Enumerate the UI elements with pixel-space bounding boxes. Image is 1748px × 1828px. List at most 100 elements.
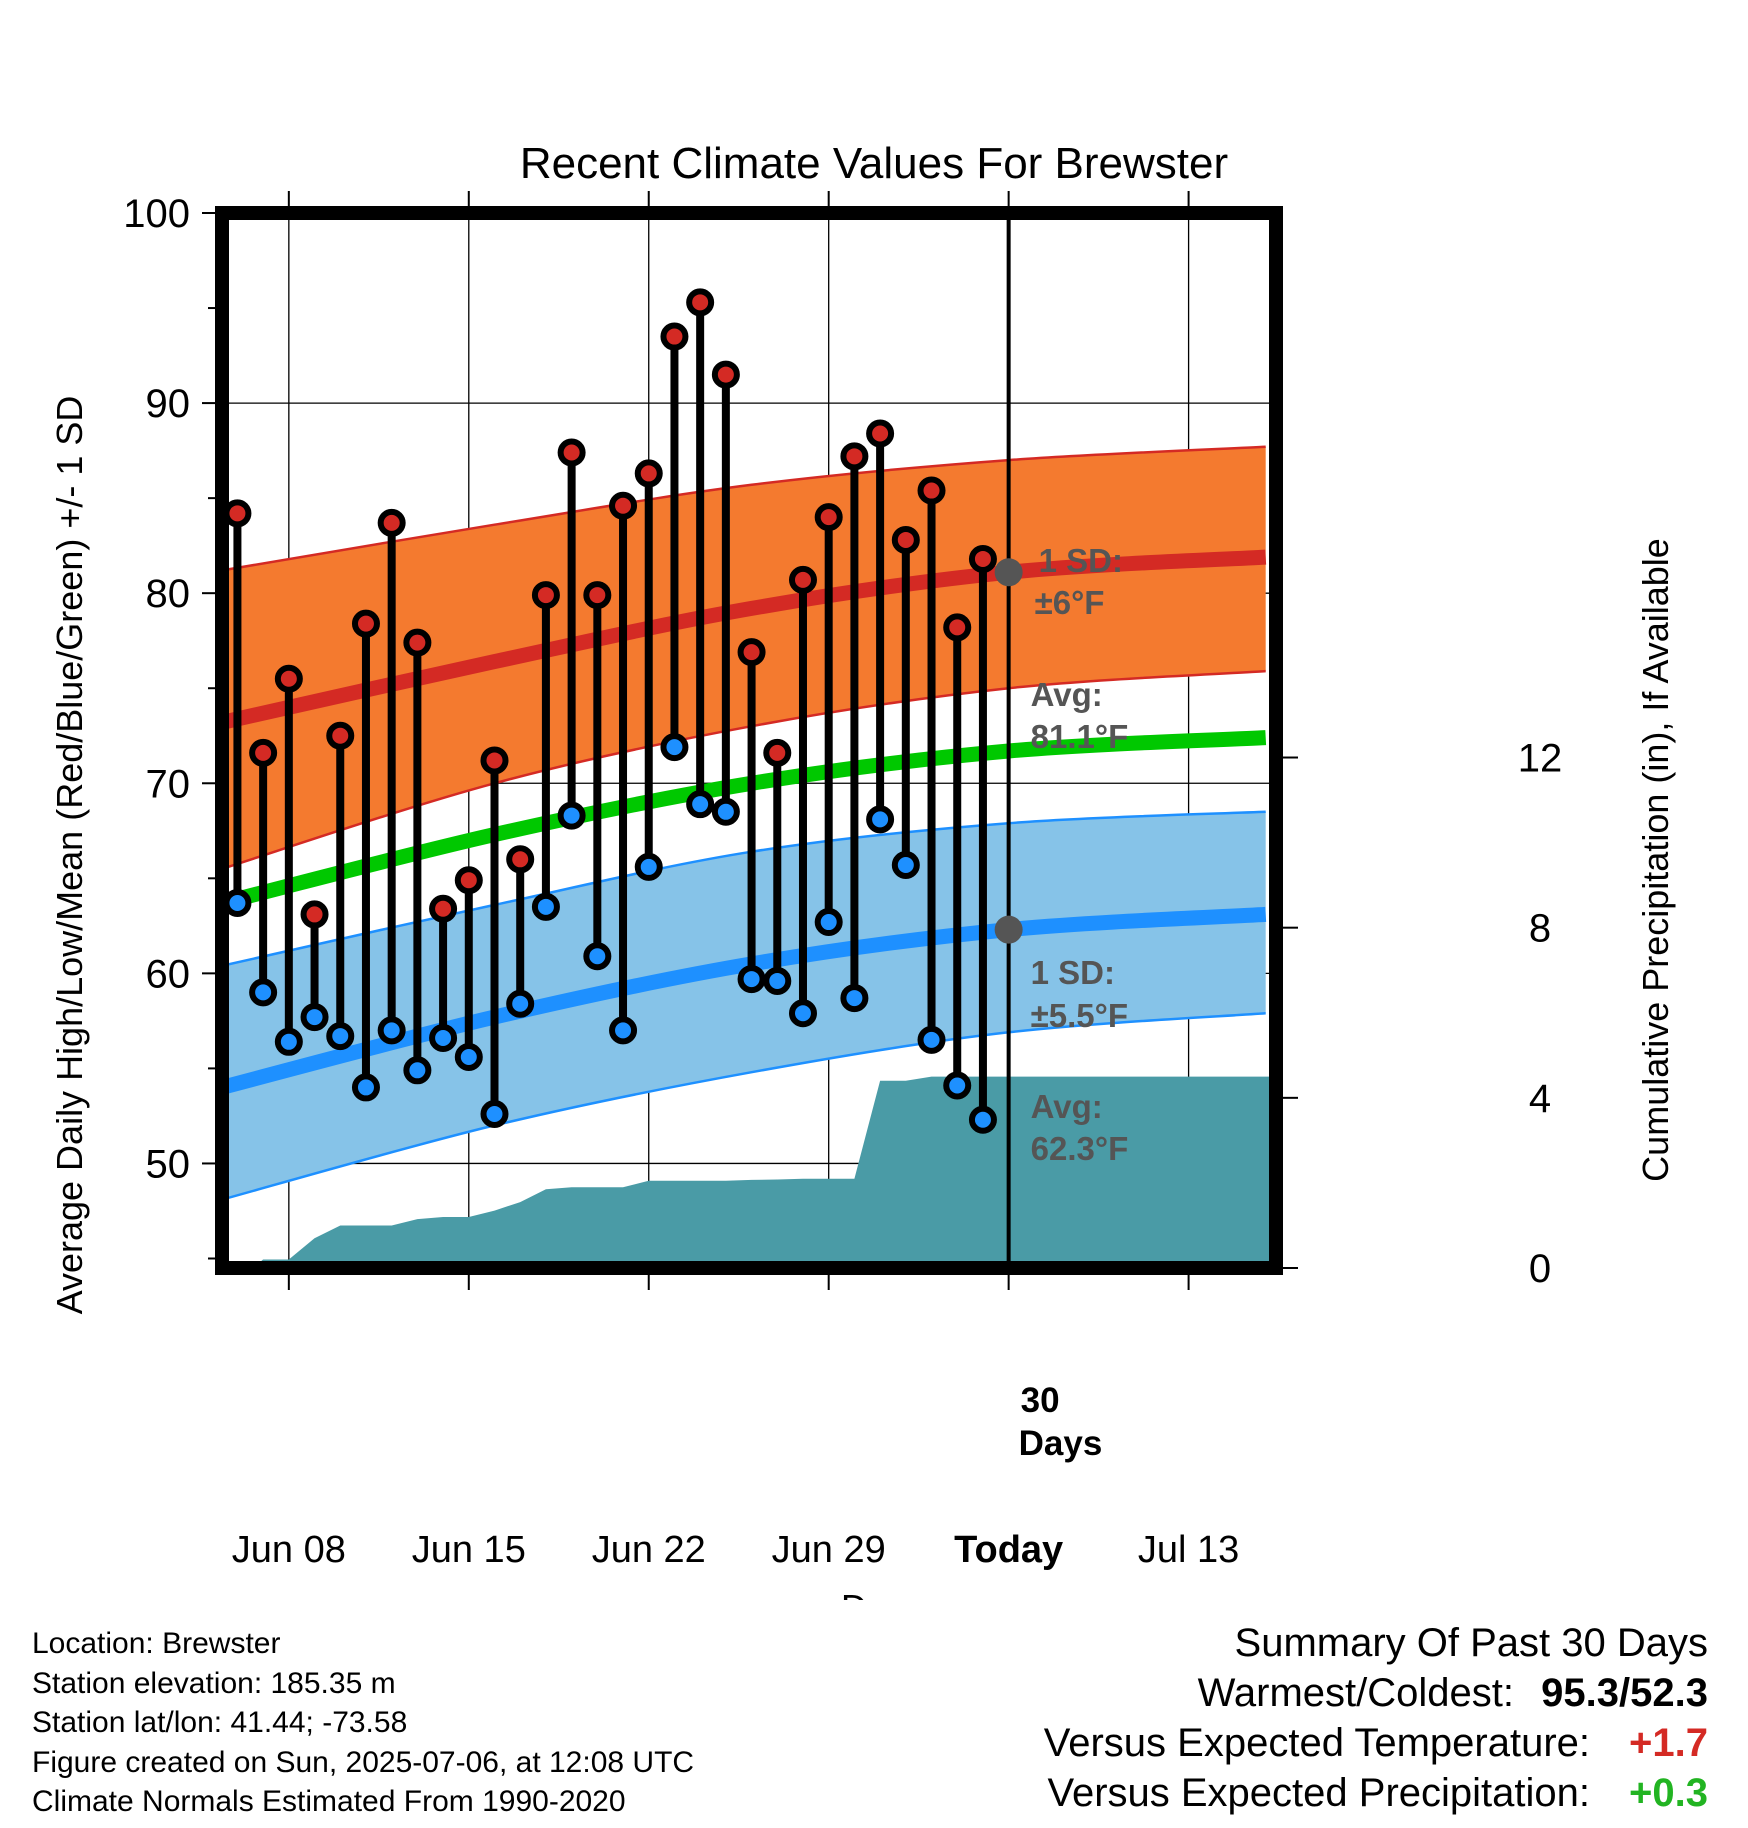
daily-low-point bbox=[429, 1023, 458, 1052]
elevation-text: Station elevation: 185.35 m bbox=[32, 1666, 396, 1700]
daily-high-point bbox=[531, 581, 560, 610]
daily-low-point bbox=[403, 1056, 432, 1085]
today-low-avg-marker bbox=[994, 915, 1023, 944]
daily-high-point bbox=[634, 459, 663, 488]
daily-low-point bbox=[377, 1016, 406, 1045]
daily-high-point bbox=[866, 419, 895, 448]
warm-cold-separator: / bbox=[1619, 1671, 1631, 1715]
y-tick-label: 90 bbox=[146, 382, 191, 426]
y2-tick-label: 8 bbox=[1529, 907, 1551, 951]
temp-label: Versus Expected Temperature: bbox=[1043, 1721, 1590, 1765]
x-axis-label: Day bbox=[841, 1587, 905, 1600]
daily-low-point bbox=[737, 965, 766, 994]
y-tick-label: 80 bbox=[146, 572, 191, 616]
daily-high-point bbox=[917, 476, 946, 505]
daily-high-point bbox=[840, 442, 869, 471]
summary-panel: Summary Of Past 30 Days Warmest/Coldest:… bbox=[1044, 1618, 1708, 1818]
temp-row: Versus Expected Temperature: +1.7 bbox=[1044, 1718, 1708, 1768]
warm-cold-label: Warmest/Coldest: bbox=[1197, 1671, 1514, 1715]
today-high-avg-marker bbox=[994, 558, 1023, 587]
low-band-lower-edge bbox=[222, 1012, 1266, 1201]
normals-text: Climate Normals Estimated From 1990-2020 bbox=[32, 1785, 626, 1818]
high-avg-line bbox=[222, 549, 1267, 730]
daily-low-point bbox=[249, 978, 278, 1007]
daily-high-point bbox=[968, 544, 997, 573]
temp-value: +1.7 bbox=[1629, 1721, 1708, 1765]
high-avg-label: Avg: bbox=[1031, 676, 1103, 713]
high-sd-value: ±6°F bbox=[1035, 584, 1105, 621]
daily-high-point bbox=[403, 628, 432, 657]
daily-high-point bbox=[763, 738, 792, 767]
y2-axis-label: Cumulative Precipitation (in), If Availa… bbox=[1635, 538, 1676, 1182]
daily-high-point bbox=[454, 866, 483, 895]
daily-low-point bbox=[788, 999, 817, 1028]
x-tick-label: Jun 22 bbox=[592, 1529, 706, 1571]
plot-frame bbox=[215, 206, 1283, 1275]
daily-high-point bbox=[891, 525, 920, 554]
daily-high-point bbox=[660, 322, 689, 351]
warmest-value: 95.3 bbox=[1541, 1671, 1620, 1715]
daily-high-point bbox=[711, 360, 740, 389]
daily-low-point bbox=[711, 797, 740, 826]
low-sd-label: 1 SD: bbox=[1031, 954, 1115, 991]
daily-high-point bbox=[557, 438, 586, 467]
y-tick-label: 50 bbox=[146, 1142, 191, 1186]
daily-high-point bbox=[377, 508, 406, 537]
daily-low-point bbox=[300, 1003, 329, 1032]
created-text: Figure created on Sun, 2025-07-06, at 12… bbox=[32, 1745, 695, 1779]
x-tick-label: Today bbox=[954, 1529, 1063, 1571]
daily-low-point bbox=[814, 908, 843, 937]
summary-title: Summary Of Past 30 Days bbox=[1234, 1621, 1708, 1665]
daily-high-point bbox=[814, 503, 843, 532]
x-tick-label: Jul 13 bbox=[1138, 1529, 1239, 1571]
daily-low-point bbox=[531, 892, 560, 921]
station-info: Location: Brewster Station elevation: 18… bbox=[32, 1624, 694, 1822]
precip-area bbox=[222, 1076, 1276, 1268]
precip-label: Versus Expected Precipitation: bbox=[1047, 1771, 1590, 1815]
y-axis-label: Average Daily High/Low/Mean (Red/Blue/Gr… bbox=[49, 396, 90, 1315]
high-sd-label: 1 SD: bbox=[1039, 542, 1123, 579]
y-tick-label: 100 bbox=[123, 192, 190, 236]
low-sd-value: ±5.5°F bbox=[1031, 997, 1128, 1034]
daily-high-point bbox=[351, 609, 380, 638]
daily-high-point bbox=[506, 845, 535, 874]
y2-tick-label: 0 bbox=[1529, 1247, 1551, 1291]
days-count-label: 30 bbox=[1021, 1381, 1060, 1420]
daily-low-point bbox=[763, 966, 792, 995]
coldest-value: 52.3 bbox=[1630, 1671, 1708, 1715]
daily-low-point bbox=[866, 805, 895, 834]
daily-high-point bbox=[583, 581, 612, 610]
high-avg-value: 81.1°F bbox=[1031, 718, 1129, 755]
daily-high-point bbox=[249, 738, 278, 767]
chart-title: Recent Climate Values For Brewster bbox=[520, 139, 1228, 188]
low-avg-label: Avg: bbox=[1031, 1088, 1103, 1125]
daily-low-point bbox=[326, 1022, 355, 1051]
x-tick-label: Jun 15 bbox=[412, 1529, 526, 1571]
location-text: Location: Brewster bbox=[32, 1627, 281, 1660]
y2-tick-label: 12 bbox=[1518, 737, 1563, 781]
daily-low-point bbox=[223, 889, 252, 918]
daily-low-point bbox=[891, 851, 920, 880]
daily-low-point bbox=[660, 733, 689, 762]
high-band-upper-edge bbox=[222, 445, 1266, 572]
daily-high-point bbox=[737, 638, 766, 667]
warm-cold-row: Warmest/Coldest: 95.3/52.3 bbox=[1044, 1668, 1708, 1718]
x-tick-label: Jun 29 bbox=[772, 1529, 886, 1571]
latlon-text: Station lat/lon: 41.44; -73.58 bbox=[32, 1706, 408, 1739]
daily-low-point bbox=[634, 852, 663, 881]
daily-low-point bbox=[506, 989, 535, 1018]
daily-low-point bbox=[583, 942, 612, 971]
daily-high-point bbox=[223, 499, 252, 528]
daily-low-point bbox=[686, 790, 715, 819]
daily-low-point bbox=[557, 801, 586, 830]
daily-low-point bbox=[480, 1100, 509, 1129]
daily-low-point bbox=[840, 984, 869, 1013]
daily-low-point bbox=[968, 1105, 997, 1134]
plot-area bbox=[222, 213, 1276, 1268]
daily-low-point bbox=[454, 1043, 483, 1071]
y-tick-label: 70 bbox=[146, 762, 191, 806]
low-sd-band bbox=[222, 811, 1266, 1200]
climate-chart: Recent Climate Values For Brewster 1 SD:… bbox=[49, 139, 1676, 1600]
daily-low-point bbox=[351, 1073, 380, 1102]
daily-low-point bbox=[609, 1016, 638, 1045]
